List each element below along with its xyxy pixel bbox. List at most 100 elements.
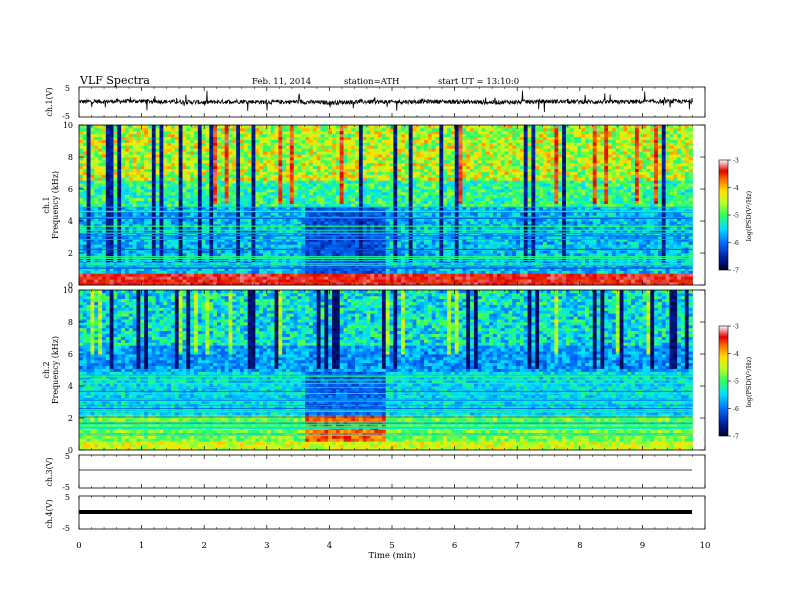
spectrogram-cell [286,267,291,271]
spectrogram-cell [217,194,222,199]
spectrogram-cell [151,159,157,164]
spectrogram-cell [366,218,371,222]
spectrogram-cell [355,189,360,193]
spectrogram-cell [247,218,252,222]
spectrogram-cell [320,270,325,274]
spectrogram-cell [205,151,210,155]
spectrogram-cell [82,279,88,283]
spectrogram-cell [90,197,95,202]
spectrogram-cell [151,127,157,132]
spectrogram-cell [263,189,268,193]
spectrogram-cell [159,151,164,155]
spectrogram-cell [144,186,149,190]
spectrogram-cell [201,130,206,135]
spectrogram-cell [94,162,99,167]
spectrogram-cell [289,189,295,193]
spectrogram-cell [320,130,325,135]
spectrogram-cell [117,215,122,219]
spectrogram-cell [102,221,107,225]
spectrogram-cell [381,241,387,245]
spectrogram-cell [140,142,145,146]
spectrogram-cell [393,189,398,193]
spectrogram-cell [197,145,203,149]
spectrogram-cell [79,238,84,242]
spectrogram-cell [312,154,318,158]
spectrogram-cell [82,186,88,190]
spectrogram-cell [301,200,306,204]
spectrogram-cell [362,223,367,228]
spectrogram-cell [366,145,371,149]
spectrogram-cell [324,189,329,193]
spectrogram-cell [351,174,356,178]
spectrogram-cell [148,194,153,199]
spectrogram-cell [305,200,310,204]
spectrogram-cell [312,200,318,204]
spectrogram-cell [232,226,237,231]
spectrogram-cell [224,125,229,129]
spectrogram-cell [109,250,114,254]
spectrogram-cell [274,279,279,283]
spectrogram-cell [82,270,88,274]
spectrogram-cell [90,218,95,222]
spectrogram-cell [393,127,398,132]
spectrogram-cell [243,162,249,167]
spectrogram-cell [228,273,233,277]
spectrogram-cell [178,191,183,196]
spectrogram-cell [121,151,126,155]
spectrogram-cell [197,127,203,132]
spectrogram-cell [293,197,298,202]
spectrogram-cell [220,139,226,143]
spectrogram-cell [174,235,180,239]
spectrogram-cell [404,206,410,210]
spectrogram-cell [132,171,137,175]
spectrogram-cell [209,194,214,199]
spectrogram-cell [167,191,172,196]
spectrogram-cell [209,270,214,274]
spectrogram-cell [109,223,114,228]
spectrogram-cell [351,276,356,280]
spectrogram-cell [316,273,321,277]
spectrogram-cell [209,273,214,277]
spectrogram-cell [174,279,180,283]
spectrogram-cell [236,282,241,286]
spectrogram-cell [309,157,314,161]
spectrogram-cell [240,255,245,260]
spectrogram-cell [408,165,413,170]
spectrogram-cell [408,255,413,260]
spectrogram-cell [366,279,371,283]
spectrogram-cell [305,157,310,161]
spectrogram-cell [113,282,118,286]
spectrogram-cell [366,253,371,257]
spectrogram-cell [328,238,333,242]
spectrogram-cell [117,165,122,170]
spectrogram-cell [401,177,406,181]
spectrogram-cell [289,183,295,187]
spectrogram-cell [328,154,333,158]
spectrogram-cell [197,168,203,172]
spectrogram-cell [125,177,130,181]
spectrogram-cell [328,127,333,132]
spectrogram-cell [270,235,275,239]
spectrogram-cell [117,186,122,190]
spectrogram-cell [232,191,237,196]
spectrogram-cell [266,136,272,140]
spectrogram-cell [397,127,402,132]
spectrogram-cell [220,203,226,207]
spectrogram-cell [144,270,149,274]
spectrogram-cell [155,168,160,172]
spectrogram-cell [301,151,306,155]
spectrogram-cell [236,255,241,260]
spectrogram-cell [144,200,149,204]
spectrogram-cell [201,244,206,248]
spectrogram-cell [332,238,337,242]
spectrogram-cell [217,145,222,149]
spectrogram-cell [408,174,413,178]
spectrogram-cell [397,229,402,234]
spectrogram-cell [109,200,114,204]
spectrogram-cell [79,232,84,236]
spectrogram-cell [136,142,141,146]
spectrogram-cell [148,241,153,245]
spectrogram-cell [255,238,260,242]
spectrogram-cell [343,151,348,155]
spectrogram-cell [366,189,371,193]
